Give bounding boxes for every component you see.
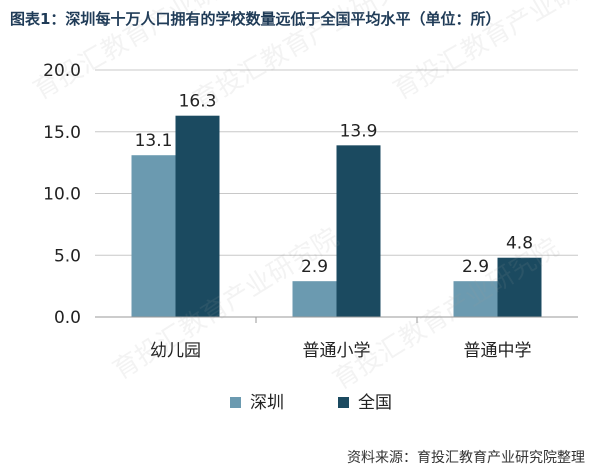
y-tick-label: 20.0 [43,61,81,81]
x-tick-label: 幼儿园 [150,341,201,361]
y-axis: 0.0 5.0 10.0 15.0 20.0 [43,61,81,328]
bar [131,155,176,317]
bar [175,115,220,317]
x-tick-label: 普通小学 [303,341,371,361]
data-label: 2.9 [301,257,328,277]
bar [336,145,381,317]
bars: 13.1 16.3 2.9 13.9 2.9 4.8 [131,92,542,317]
bar [453,281,498,317]
legend-swatch [230,397,241,408]
source-note: 资料来源：育投汇教育产业研究院整理 [347,450,585,466]
legend-swatch [338,397,349,408]
chart-title: 图表1：深圳每十万人口拥有的学校数量远低于全国平均水平（单位：所） [10,10,501,28]
data-label: 4.8 [506,234,533,254]
bar [497,257,542,317]
y-tick-label: 10.0 [43,185,81,205]
bar [292,281,337,317]
data-label: 16.3 [179,92,217,112]
x-tick-label: 普通中学 [464,341,532,361]
data-label: 13.1 [135,131,173,151]
y-tick-label: 0.0 [54,308,81,328]
data-label: 13.9 [340,121,378,141]
y-tick-label: 5.0 [54,246,81,266]
legend: 深圳 全国 [230,393,392,413]
legend-label: 深圳 [250,393,284,413]
legend-label: 全国 [358,393,392,413]
y-tick-label: 15.0 [43,123,81,143]
data-label: 2.9 [462,257,489,277]
x-axis: 幼儿园 普通小学 普通中学 [95,316,578,361]
